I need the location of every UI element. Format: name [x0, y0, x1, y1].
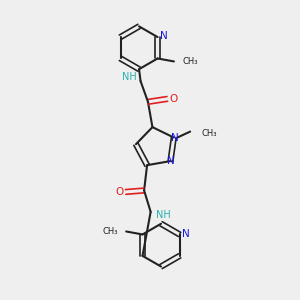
Text: CH₃: CH₃ — [182, 57, 198, 66]
Text: O: O — [115, 187, 123, 197]
Text: NH: NH — [156, 210, 170, 220]
Text: N: N — [171, 133, 178, 142]
Text: CH₃: CH₃ — [102, 227, 118, 236]
Text: NH: NH — [122, 73, 136, 82]
Text: N: N — [160, 31, 167, 40]
Text: CH₃: CH₃ — [201, 129, 217, 138]
Text: N: N — [182, 230, 189, 239]
Text: N: N — [167, 156, 175, 166]
Text: O: O — [170, 94, 178, 104]
